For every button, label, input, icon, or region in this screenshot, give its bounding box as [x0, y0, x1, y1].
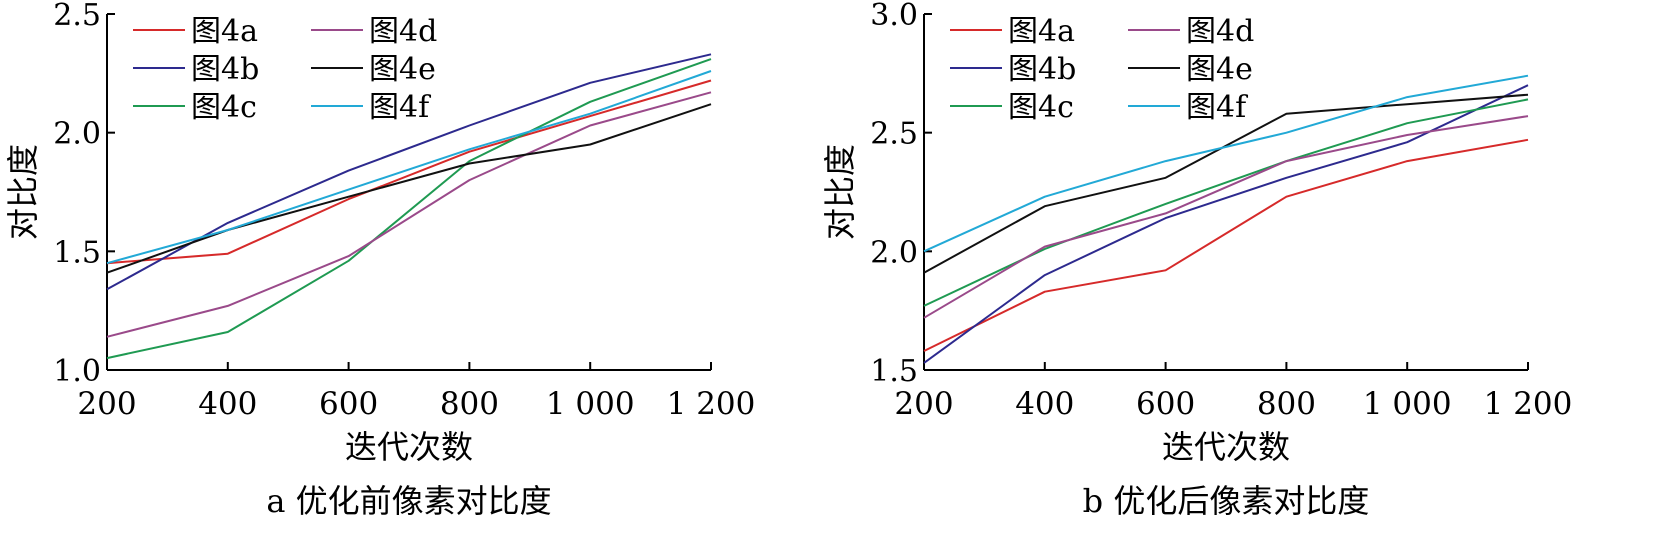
panel-a-legend-label: 图4f	[369, 90, 431, 125]
panel-b-legend-label: 图4c	[1008, 90, 1074, 125]
panel-b-y-axis-label: 对比度	[821, 144, 859, 240]
panel-a-series-line-图4a	[106, 79, 712, 265]
panel-a-x-tick-label: 400	[198, 386, 257, 422]
panel-b-x-axis-label: 迭代次数	[1162, 428, 1290, 466]
panel-a-legend-label: 图4a	[191, 14, 258, 49]
panel-a-legend-label: 图4c	[191, 90, 257, 125]
panel-a-x-tick-label: 1 000	[546, 386, 635, 422]
panel-b-series-line-图4e	[923, 93, 1529, 274]
panel-a-y-tick-label: 1.0	[53, 354, 101, 389]
panel-b-legend-label: 图4e	[1186, 52, 1253, 87]
panel-b-y-tick-label: 2.5	[870, 117, 918, 152]
panel-b-x-tick-label: 200	[894, 386, 953, 422]
panel-a-y-tick-label: 1.5	[53, 235, 101, 270]
panel-b-y-tick-label: 2.0	[870, 235, 918, 270]
panel-b-x-tick-label: 400	[1015, 386, 1074, 422]
panel-a-legend-label: 图4b	[191, 52, 259, 87]
panel-a-x-tick-label: 200	[77, 386, 136, 422]
panel-a-series-line-图4f	[106, 70, 712, 265]
panel-a-series-line-图4d	[106, 91, 712, 338]
panel-a-series-line-图4e	[106, 103, 712, 274]
panel-a-x-tick-label: 1 200	[667, 386, 756, 422]
panel-b-y-tick-label: 3.0	[870, 0, 918, 33]
panel-b-series-line-图4a	[923, 138, 1529, 352]
panel-b-legend-label: 图4d	[1186, 14, 1254, 49]
panel-b-x-tick-label: 1 000	[1363, 386, 1452, 422]
panel-b-title: b 优化后像素对比度	[1083, 482, 1370, 520]
panel-b-x-tick-label: 1 200	[1484, 386, 1573, 422]
panel-a-x-tick-label: 600	[319, 386, 378, 422]
panel-a-series-line-图4b	[106, 53, 712, 291]
panel-b-x-tick-label: 800	[1257, 386, 1316, 422]
panel-b-series-line-图4f	[923, 74, 1529, 253]
panel-a-legend-label: 图4e	[369, 52, 436, 87]
panel-b-legend-label: 图4f	[1186, 90, 1248, 125]
panel-a-x-axis-label: 迭代次数	[345, 428, 473, 466]
panel-b-x-tick-label: 600	[1136, 386, 1195, 422]
panel-a-y-tick-label: 2.5	[53, 0, 101, 33]
panel-b-legend-label: 图4b	[1008, 52, 1076, 87]
panel-b-y-tick-label: 1.5	[870, 354, 918, 389]
panel-a-title: a 优化前像素对比度	[266, 482, 551, 520]
panel-b-series-line-图4d	[923, 115, 1529, 319]
panel-a-legend-label: 图4d	[369, 14, 437, 49]
panel-a-x-tick-label: 800	[440, 386, 499, 422]
panel-a-series-line-图4c	[106, 58, 712, 360]
panel-a-y-axis-label: 对比度	[4, 144, 42, 240]
panel-b-series-line-图4b	[923, 84, 1529, 364]
panel-a-y-tick-label: 2.0	[53, 117, 101, 152]
panel-b-legend-label: 图4a	[1008, 14, 1075, 49]
